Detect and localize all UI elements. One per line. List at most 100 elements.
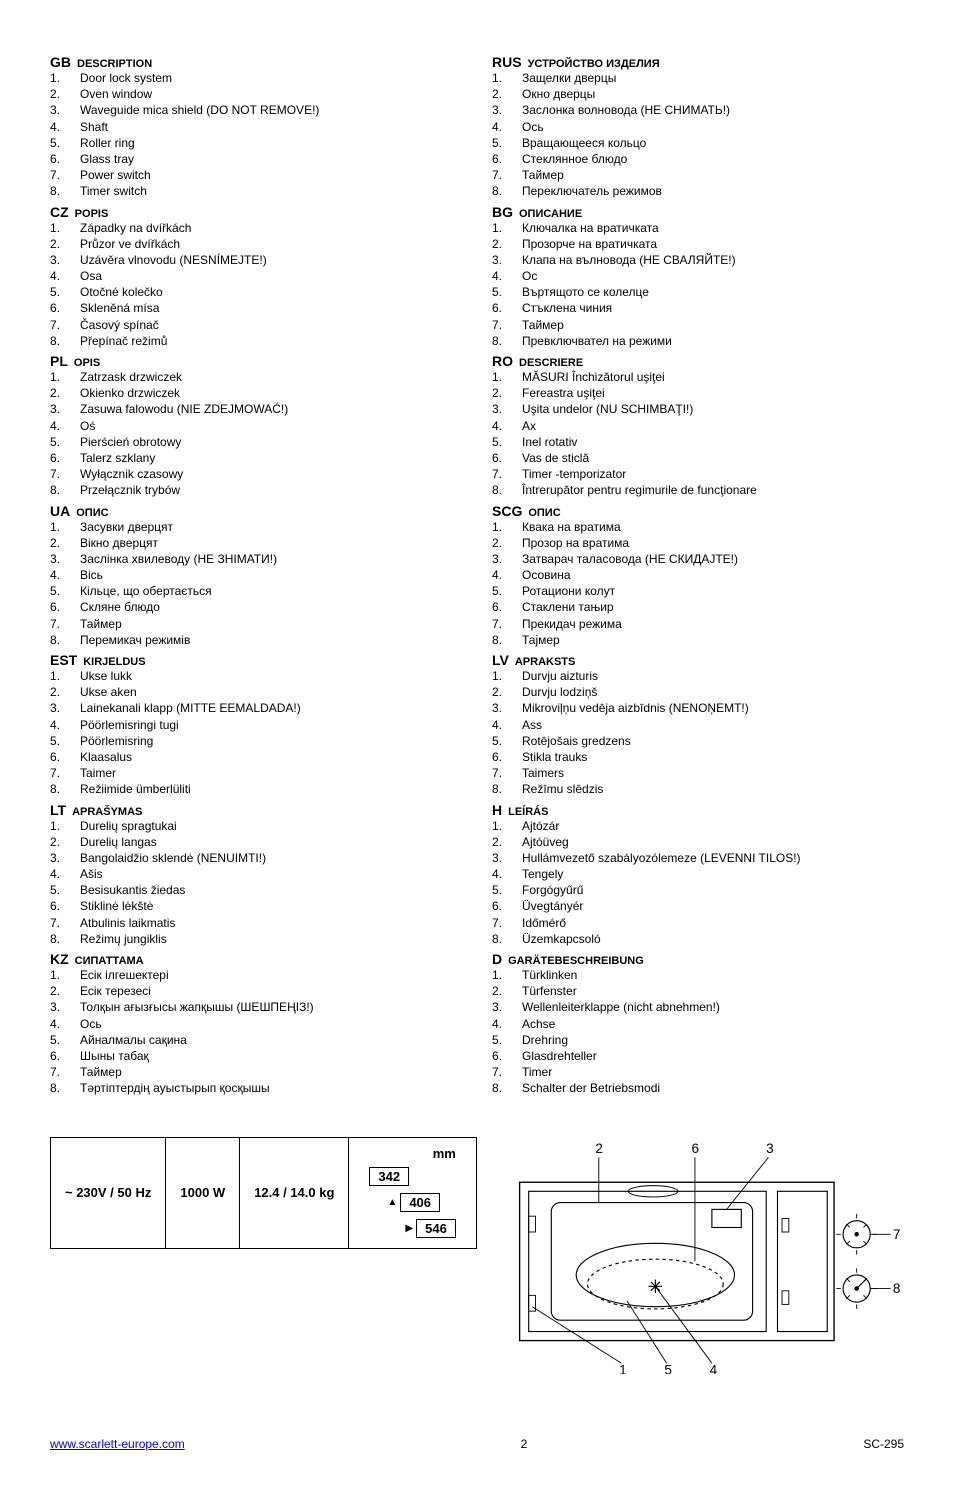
list-item: 1.MĂSURI Închizătorul uşiţei: [492, 369, 904, 385]
item-text: Превключвател на режими: [522, 333, 672, 349]
section-header-lv: LVAPRAKSTS: [492, 652, 904, 668]
spec-weight: 12.4 / 14.0 kg: [240, 1137, 349, 1248]
item-number: 7.: [492, 167, 522, 183]
bottom-area: ~ 230V / 50 Hz 1000 W 12.4 / 14.0 kg mm …: [50, 1137, 904, 1378]
list-item: 4.Oś: [50, 418, 462, 434]
item-number: 5.: [50, 135, 80, 151]
item-text: Hullámvezető szabályozólemeze (LEVENNI T…: [522, 850, 801, 866]
item-number: 7.: [492, 317, 522, 333]
item-number: 4.: [50, 119, 80, 135]
section-title: APRAKSTS: [515, 656, 576, 668]
item-number: 4.: [50, 866, 80, 882]
item-text: Zatrzask drzwiczek: [80, 369, 182, 385]
item-number: 3.: [50, 252, 80, 268]
item-number: 3.: [50, 401, 80, 417]
item-text: Квака на вратима: [522, 519, 621, 535]
item-text: Türfenster: [522, 983, 577, 999]
list-item: 3.Lainekanali klapp (MITTE EEMALDADA!): [50, 700, 462, 716]
item-number: 5.: [50, 284, 80, 300]
item-text: Скляне блюдо: [80, 599, 160, 615]
list-item: 6.Skleněná mísa: [50, 300, 462, 316]
item-text: Stikla trauks: [522, 749, 587, 765]
item-text: Есік ілгешектері: [80, 967, 169, 983]
item-number: 3.: [492, 700, 522, 716]
callout-2: 2: [595, 1140, 603, 1155]
item-number: 1.: [492, 967, 522, 983]
item-number: 6.: [492, 898, 522, 914]
item-text: Pierścień obrotowy: [80, 434, 181, 450]
footer-link[interactable]: www.scarlett-europe.com: [50, 1437, 185, 1451]
callout-4: 4: [709, 1362, 717, 1374]
list-item: 8.Тәртіптердің ауыстырып қосқышы: [50, 1080, 462, 1096]
item-text: Roller ring: [80, 135, 135, 151]
list-item: 8.Перемикач режимів: [50, 632, 462, 648]
item-number: 7.: [50, 1064, 80, 1080]
list-item: 8.Režiimide ümberlüliti: [50, 781, 462, 797]
item-text: Таймер: [522, 167, 564, 183]
item-text: Skleněná mísa: [80, 300, 159, 316]
item-number: 5.: [492, 1032, 522, 1048]
list-item: 2.Fereastra uşiţei: [492, 385, 904, 401]
item-number: 2.: [492, 535, 522, 551]
item-text: Tengely: [522, 866, 563, 882]
item-text: Talerz szklany: [80, 450, 155, 466]
item-number: 6.: [50, 151, 80, 167]
section-header-est: ESTKIRJELDUS: [50, 652, 462, 668]
item-number: 4.: [50, 567, 80, 583]
item-number: 3.: [492, 401, 522, 417]
item-number: 8.: [50, 183, 80, 199]
list-item: 1.Zatrzask drzwiczek: [50, 369, 462, 385]
callout-1: 1: [619, 1362, 627, 1374]
list-item: 4.Осовина: [492, 567, 904, 583]
list-item: 7.Timer: [492, 1064, 904, 1080]
arrow-right-icon: ▶: [405, 1223, 413, 1234]
list-item: 6.Стеклянное блюдо: [492, 151, 904, 167]
item-list: 1.Durvju aizturis2.Durvju lodziņš3.Mikro…: [492, 668, 904, 798]
list-item: 2.Okienko drzwiczek: [50, 385, 462, 401]
list-item: 4.Ašis: [50, 866, 462, 882]
item-text: Таймер: [80, 1064, 122, 1080]
item-number: 6.: [50, 1048, 80, 1064]
item-number: 2.: [50, 86, 80, 102]
item-number: 8.: [50, 1080, 80, 1096]
item-text: Oven window: [80, 86, 152, 102]
item-number: 3.: [50, 102, 80, 118]
item-number: 2.: [50, 983, 80, 999]
list-item: 4.Tengely: [492, 866, 904, 882]
item-text: Taimers: [522, 765, 564, 781]
item-text: Zasuwa falowodu (NIE ZDEJMOWAĆ!): [80, 401, 288, 417]
list-item: 4.Ос: [492, 268, 904, 284]
item-text: Стаклени тањир: [522, 599, 614, 615]
list-item: 2.Ukse aken: [50, 684, 462, 700]
item-text: Rotējošais gredzens: [522, 733, 631, 749]
list-item: 3.Клапа на вълновода (НЕ СВАЛЯЙТЕ!): [492, 252, 904, 268]
list-item: 5.Roller ring: [50, 135, 462, 151]
item-text: Przełącznik trybów: [80, 482, 180, 498]
item-text: Wyłącznik czasowy: [80, 466, 183, 482]
item-number: 3.: [492, 551, 522, 567]
table-row: ~ 230V / 50 Hz 1000 W 12.4 / 14.0 kg mm …: [51, 1137, 477, 1248]
item-text: Vas de sticlă: [522, 450, 589, 466]
list-item: 8.Przełącznik trybów: [50, 482, 462, 498]
item-number: 8.: [492, 482, 522, 498]
list-item: 2.Вікно дверцят: [50, 535, 462, 551]
list-item: 8.Переключатель режимов: [492, 183, 904, 199]
item-number: 7.: [492, 616, 522, 632]
spec-watt: 1000 W: [166, 1137, 240, 1248]
item-number: 7.: [492, 466, 522, 482]
list-item: 2.Прозорче на вратичката: [492, 236, 904, 252]
item-text: Uşita undelor (NU SCHIMBAŢI!): [522, 401, 693, 417]
item-number: 2.: [50, 236, 80, 252]
item-text: Защелки дверцы: [522, 70, 616, 86]
item-text: Pöörlemisring: [80, 733, 153, 749]
section-header-scg: SCGОПИС: [492, 503, 904, 519]
item-text: Окно дверцы: [522, 86, 595, 102]
item-number: 7.: [492, 1064, 522, 1080]
list-item: 4.Osa: [50, 268, 462, 284]
list-item: 5.Pöörlemisring: [50, 733, 462, 749]
item-number: 3.: [50, 999, 80, 1015]
item-text: Besisukantis žiedas: [80, 882, 185, 898]
section-title: OPIS: [74, 357, 100, 369]
item-text: Režimų jungiklis: [80, 931, 167, 947]
list-item: 7.Taimers: [492, 765, 904, 781]
